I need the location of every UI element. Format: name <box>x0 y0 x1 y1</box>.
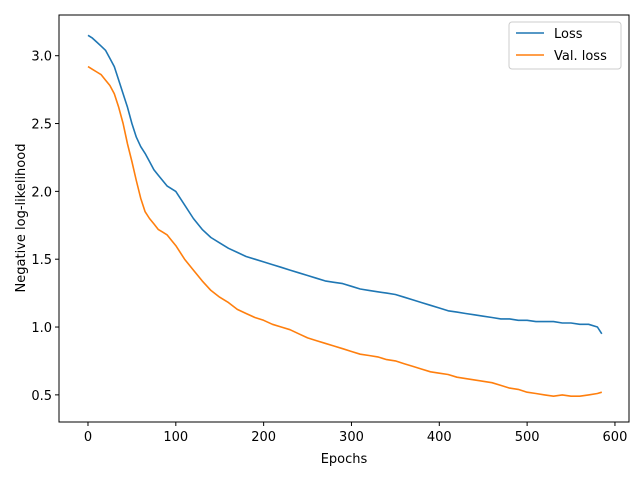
y-tick-label: 2.5 <box>31 118 52 133</box>
x-tick-label: 100 <box>163 430 188 445</box>
y-tick-label: 2.0 <box>31 185 52 200</box>
x-tick-label: 400 <box>427 430 452 445</box>
x-tick-label: 200 <box>251 430 276 445</box>
x-tick-label: 300 <box>339 430 364 445</box>
x-tick-label: 500 <box>515 430 540 445</box>
x-axis-label: Epochs <box>321 452 368 467</box>
legend-label-val-loss: Val. loss <box>554 49 607 64</box>
y-axis-label: Negative log-likelihood <box>14 144 29 293</box>
val-loss-series-line <box>87 65 603 398</box>
loss-series-line <box>87 34 603 335</box>
y-tick-label: 0.5 <box>31 389 52 404</box>
x-axis-ticks: 0 100 200 300 400 500 600 <box>84 422 628 445</box>
x-tick-label: 600 <box>603 430 628 445</box>
plot-lines <box>87 34 603 398</box>
y-tick-label: 1.5 <box>31 253 52 268</box>
plot-frame <box>58 14 630 423</box>
legend-label-loss: Loss <box>554 27 583 42</box>
y-tick-label: 3.0 <box>31 50 52 65</box>
y-tick-label: 1.0 <box>31 321 52 336</box>
legend: Loss Val. loss <box>508 21 622 70</box>
x-tick-label: 0 <box>84 430 92 445</box>
y-axis-ticks: 0.5 1.0 1.5 2.0 2.5 3.0 <box>31 50 59 404</box>
